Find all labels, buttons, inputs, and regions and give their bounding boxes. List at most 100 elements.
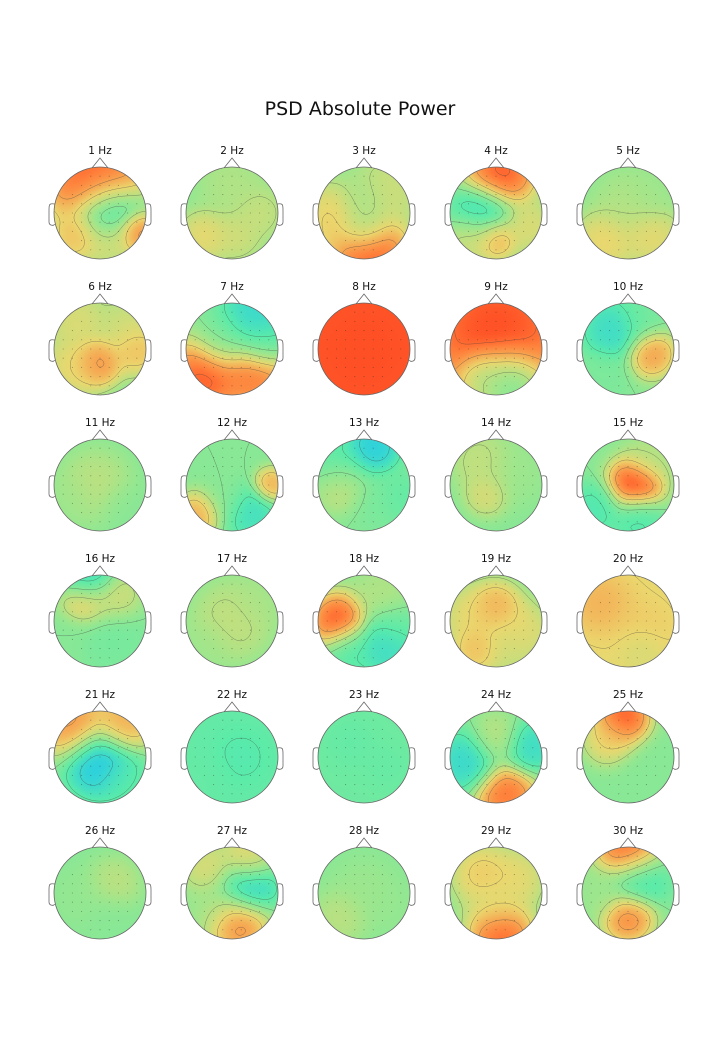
sensor-dot (627, 638, 629, 640)
sensor-dot (231, 366, 233, 368)
sensor-dot (231, 203, 233, 205)
sensor-dot (90, 774, 92, 776)
map-label: 3 Hz (352, 145, 376, 157)
sensor-dot (231, 738, 233, 740)
sensor-dot (354, 611, 356, 613)
sensor-dot (664, 493, 666, 495)
sensor-dot (400, 339, 402, 341)
sensor-dot (99, 629, 101, 631)
sensor-dot (477, 212, 479, 214)
sensor-dot (354, 602, 356, 604)
sensor-dot (354, 484, 356, 486)
sensor-dot (127, 611, 129, 613)
sensor-dot (372, 648, 374, 650)
sensor-dot (231, 648, 233, 650)
sensor-dot (62, 221, 64, 223)
sensor-dot (117, 339, 119, 341)
sensor-dot (391, 765, 393, 767)
sensor-dot (645, 502, 647, 504)
sensor-dot (268, 756, 270, 758)
sensor-dot (513, 774, 515, 776)
sensor-dot (486, 874, 488, 876)
sensor-dot (495, 864, 497, 866)
sensor-dot (240, 493, 242, 495)
sensor-dot (486, 793, 488, 795)
sensor-dot (486, 175, 488, 177)
sensor-dot (495, 756, 497, 758)
sensor-dot (240, 339, 242, 341)
sensor-dot (523, 629, 525, 631)
sensor-dot (222, 883, 224, 885)
sensor-dot (363, 376, 365, 378)
right-ear-outline (673, 475, 680, 498)
head-outline (185, 710, 279, 804)
sensor-dot (391, 230, 393, 232)
sensor-dot (532, 348, 534, 350)
sensor-dot (363, 184, 365, 186)
sensor-dot (71, 502, 73, 504)
sensor-dot (99, 385, 101, 387)
sensor-dot (354, 493, 356, 495)
sensor-dot (627, 376, 629, 378)
sensor-dot (372, 774, 374, 776)
sensor-dot (71, 366, 73, 368)
sensor-dot (240, 366, 242, 368)
head-outline (581, 302, 675, 396)
sensor-dot (495, 638, 497, 640)
sensor-dot (504, 920, 506, 922)
left-ear-outline (576, 339, 583, 362)
sensor-dot (609, 484, 611, 486)
sensor-dot (477, 184, 479, 186)
sensor-dot (627, 466, 629, 468)
sensor-dot (627, 385, 629, 387)
left-ear-outline (312, 203, 319, 226)
sensor-dot (259, 221, 261, 223)
right-ear-outline (673, 203, 680, 226)
sensor-dot (477, 330, 479, 332)
sensor-dot (513, 456, 515, 458)
sensor-dot (249, 203, 251, 205)
sensor-dot (513, 203, 515, 205)
topomap (312, 565, 416, 668)
sensor-dot (636, 240, 638, 242)
sensor-dot (249, 493, 251, 495)
sensor-dot (268, 212, 270, 214)
sensor-dot (618, 629, 620, 631)
sensor-dot (590, 348, 592, 350)
sensor-dot (136, 629, 138, 631)
sensor-dot (345, 756, 347, 758)
sensor-dot (400, 611, 402, 613)
sensor-dot (618, 920, 620, 922)
right-ear-outline (673, 883, 680, 906)
sensor-dot (99, 249, 101, 251)
sensor-dot (326, 756, 328, 758)
sensor-dot (627, 929, 629, 931)
sensor-dot (513, 910, 515, 912)
left-ear-outline (180, 611, 187, 634)
sensor-dot (504, 855, 506, 857)
sensor-dot (486, 765, 488, 767)
sensor-dot (636, 184, 638, 186)
head-outline (449, 438, 543, 532)
sensor-dot (609, 320, 611, 322)
sensor-dot (203, 901, 205, 903)
sensor-dot (249, 864, 251, 866)
sensor-dot (326, 901, 328, 903)
sensor-dot (636, 348, 638, 350)
sensor-dot (513, 466, 515, 468)
sensor-dot (486, 311, 488, 313)
sensor-dot (477, 774, 479, 776)
sensor-dot (335, 348, 337, 350)
sensor-dot (664, 611, 666, 613)
sensor-dot (495, 602, 497, 604)
sensor-dot (81, 910, 83, 912)
sensor-dot (117, 920, 119, 922)
sensor-dot (381, 475, 383, 477)
sensor-dot (363, 320, 365, 322)
sensor-dot (486, 756, 488, 758)
sensor-dot (486, 864, 488, 866)
sensor-dot (240, 719, 242, 721)
sensor-dot (504, 874, 506, 876)
sensor-dot (618, 456, 620, 458)
sensor-dot (249, 920, 251, 922)
